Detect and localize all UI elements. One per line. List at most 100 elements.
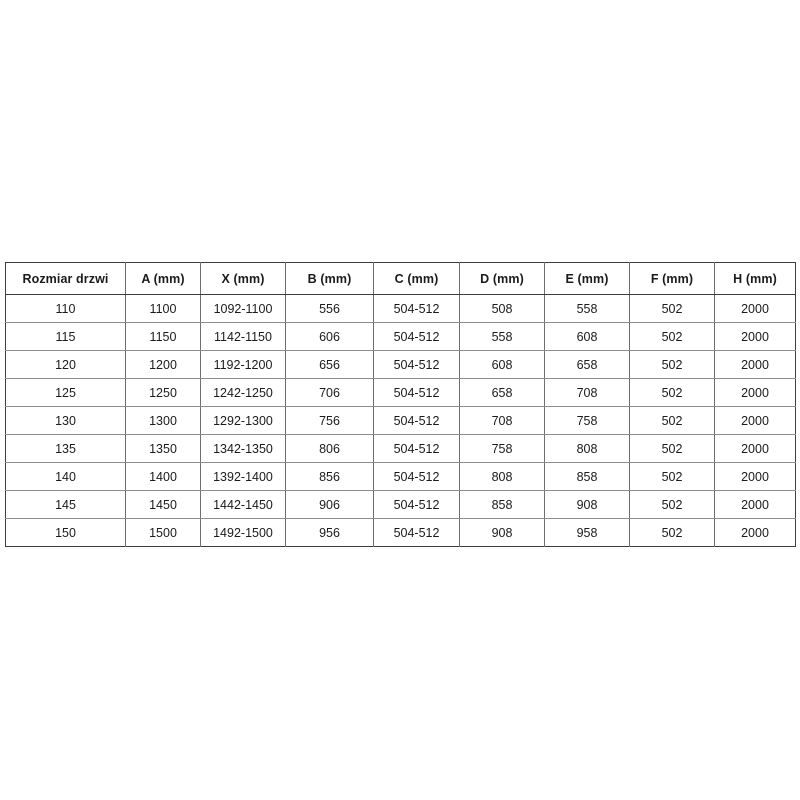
column-header-x: X (mm)	[200, 262, 286, 295]
cell-c: 504-512	[373, 490, 460, 519]
column-header-d: D (mm)	[459, 262, 545, 295]
table-row: 140 1400 1392-1400 856 504-512 808 858 5…	[5, 462, 796, 491]
cell-b: 856	[285, 462, 374, 491]
cell-h: 2000	[714, 490, 796, 519]
cell-a: 1450	[125, 490, 201, 519]
cell-c: 504-512	[373, 462, 460, 491]
column-header-door-size: Rozmiar drzwi	[5, 262, 126, 295]
column-header-h: H (mm)	[714, 262, 796, 295]
cell-f: 502	[629, 462, 715, 491]
cell-d: 508	[459, 294, 545, 323]
cell-c: 504-512	[373, 378, 460, 407]
cell-c: 504-512	[373, 434, 460, 463]
cell-d: 808	[459, 462, 545, 491]
cell-a: 1100	[125, 294, 201, 323]
cell-b: 906	[285, 490, 374, 519]
table-row: 135 1350 1342-1350 806 504-512 758 808 5…	[5, 434, 796, 463]
cell-door-size: 140	[5, 462, 126, 491]
cell-f: 502	[629, 322, 715, 351]
cell-b: 806	[285, 434, 374, 463]
cell-f: 502	[629, 406, 715, 435]
cell-c: 504-512	[373, 350, 460, 379]
table-row: 115 1150 1142-1150 606 504-512 558 608 5…	[5, 322, 796, 351]
cell-e: 958	[544, 518, 630, 547]
cell-d: 608	[459, 350, 545, 379]
cell-door-size: 130	[5, 406, 126, 435]
cell-f: 502	[629, 490, 715, 519]
cell-e: 758	[544, 406, 630, 435]
cell-e: 558	[544, 294, 630, 323]
cell-b: 556	[285, 294, 374, 323]
cell-d: 858	[459, 490, 545, 519]
cell-a: 1150	[125, 322, 201, 351]
cell-b: 956	[285, 518, 374, 547]
cell-d: 658	[459, 378, 545, 407]
cell-d: 908	[459, 518, 545, 547]
cell-x: 1192-1200	[200, 350, 286, 379]
cell-c: 504-512	[373, 322, 460, 351]
cell-d: 558	[459, 322, 545, 351]
cell-x: 1292-1300	[200, 406, 286, 435]
cell-e: 708	[544, 378, 630, 407]
cell-door-size: 145	[5, 490, 126, 519]
cell-x: 1342-1350	[200, 434, 286, 463]
cell-f: 502	[629, 378, 715, 407]
cell-x: 1242-1250	[200, 378, 286, 407]
cell-door-size: 120	[5, 350, 126, 379]
column-header-f: F (mm)	[629, 262, 715, 295]
cell-b: 656	[285, 350, 374, 379]
cell-c: 504-512	[373, 294, 460, 323]
cell-h: 2000	[714, 322, 796, 351]
cell-a: 1200	[125, 350, 201, 379]
table-row: 125 1250 1242-1250 706 504-512 658 708 5…	[5, 378, 796, 407]
table-row: 120 1200 1192-1200 656 504-512 608 658 5…	[5, 350, 796, 379]
cell-e: 858	[544, 462, 630, 491]
cell-a: 1350	[125, 434, 201, 463]
cell-door-size: 135	[5, 434, 126, 463]
column-header-c: C (mm)	[373, 262, 460, 295]
door-dimensions-table: Rozmiar drzwi A (mm) X (mm) B (mm) C (mm…	[5, 262, 796, 547]
cell-e: 658	[544, 350, 630, 379]
cell-h: 2000	[714, 350, 796, 379]
cell-a: 1400	[125, 462, 201, 491]
cell-f: 502	[629, 434, 715, 463]
cell-x: 1442-1450	[200, 490, 286, 519]
cell-a: 1250	[125, 378, 201, 407]
cell-x: 1392-1400	[200, 462, 286, 491]
column-header-e: E (mm)	[544, 262, 630, 295]
cell-door-size: 150	[5, 518, 126, 547]
cell-d: 708	[459, 406, 545, 435]
table-row: 130 1300 1292-1300 756 504-512 708 758 5…	[5, 406, 796, 435]
table-header-row: Rozmiar drzwi A (mm) X (mm) B (mm) C (mm…	[5, 262, 796, 295]
table-header: Rozmiar drzwi A (mm) X (mm) B (mm) C (mm…	[5, 262, 796, 295]
cell-h: 2000	[714, 406, 796, 435]
cell-a: 1500	[125, 518, 201, 547]
cell-a: 1300	[125, 406, 201, 435]
cell-h: 2000	[714, 378, 796, 407]
cell-b: 756	[285, 406, 374, 435]
cell-e: 808	[544, 434, 630, 463]
cell-h: 2000	[714, 434, 796, 463]
column-header-b: B (mm)	[285, 262, 374, 295]
cell-door-size: 115	[5, 322, 126, 351]
table-row: 110 1100 1092-1100 556 504-512 508 558 5…	[5, 294, 796, 323]
cell-f: 502	[629, 518, 715, 547]
cell-e: 608	[544, 322, 630, 351]
cell-c: 504-512	[373, 406, 460, 435]
cell-e: 908	[544, 490, 630, 519]
cell-door-size: 110	[5, 294, 126, 323]
table-row: 145 1450 1442-1450 906 504-512 858 908 5…	[5, 490, 796, 519]
cell-b: 706	[285, 378, 374, 407]
cell-f: 502	[629, 350, 715, 379]
cell-h: 2000	[714, 462, 796, 491]
cell-x: 1092-1100	[200, 294, 286, 323]
cell-door-size: 125	[5, 378, 126, 407]
cell-c: 504-512	[373, 518, 460, 547]
column-header-a: A (mm)	[125, 262, 201, 295]
cell-b: 606	[285, 322, 374, 351]
cell-h: 2000	[714, 294, 796, 323]
cell-x: 1142-1150	[200, 322, 286, 351]
cell-h: 2000	[741, 525, 769, 540]
cell-f: 502	[629, 294, 715, 323]
table-body: 110 1100 1092-1100 556 504-512 508 558 5…	[5, 294, 796, 547]
